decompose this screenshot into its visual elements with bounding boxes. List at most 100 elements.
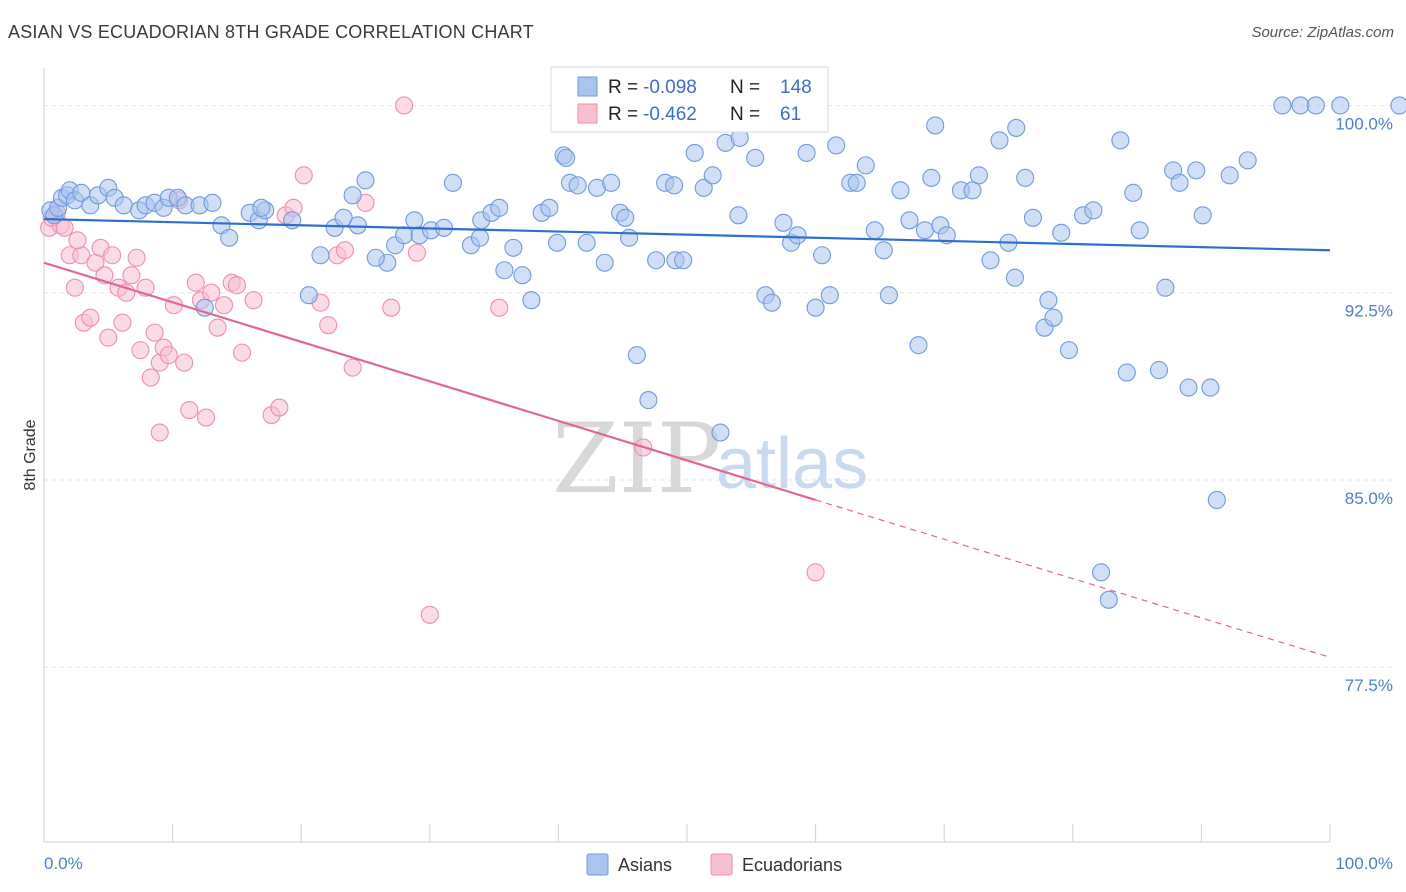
ecuadorian-point [806, 563, 825, 582]
ecuadorian-point [127, 248, 146, 267]
asian-point [1039, 291, 1058, 310]
asian-point [504, 238, 523, 257]
ecuadorian-point [99, 328, 118, 347]
legend-n-label-ecuadorians: N = [730, 104, 760, 125]
asian-point [540, 198, 559, 217]
ecuadorian-point [232, 343, 252, 362]
ecuadorian-point [214, 296, 234, 315]
asian-point [963, 181, 982, 200]
series-legend-label-asians: Asians [618, 855, 672, 875]
axes [43, 68, 1331, 843]
asian-point [879, 286, 898, 305]
asian-point [602, 173, 621, 192]
asian-point [1052, 223, 1071, 242]
asian-point [685, 143, 704, 162]
asian-point [990, 131, 1009, 150]
asian-point [909, 336, 928, 355]
asian-point [405, 211, 424, 230]
asian-point [812, 246, 832, 265]
ecuadorian-point [208, 318, 227, 337]
asian-point [922, 168, 941, 187]
y-tick-label: 85.0% [1345, 489, 1393, 508]
asian-point [806, 298, 825, 317]
ecuadorian-point [81, 308, 100, 327]
y-tick-label: 92.5% [1345, 302, 1393, 321]
asian-point [252, 198, 271, 217]
asian-point [1291, 96, 1310, 115]
asian-point [694, 178, 713, 197]
asian-point [616, 208, 635, 227]
asian-point [1187, 161, 1206, 180]
asian-point [1124, 183, 1143, 202]
ecuadorian-point [122, 266, 141, 285]
asian-point [577, 233, 596, 252]
asian-point [865, 221, 884, 240]
asian-point [495, 261, 514, 280]
asian-point [639, 391, 658, 410]
asian-point [490, 198, 509, 217]
legend-n-label-asians: N = [730, 77, 760, 98]
asian-point [627, 346, 646, 365]
asian-point [1179, 378, 1198, 397]
ecuadorian-point [294, 166, 313, 185]
asian-point [395, 226, 414, 245]
asian-point [856, 156, 875, 175]
asian-point [513, 266, 532, 285]
asian-point [900, 211, 919, 230]
asian-point [874, 241, 893, 260]
ecuadorian-point [113, 313, 132, 332]
asian-point [1306, 96, 1325, 115]
ecuadorian-point [382, 298, 401, 317]
series-legend-swatch-ecuadorians [710, 853, 733, 876]
asian-point [703, 166, 722, 185]
watermark-atlas: atlas [716, 424, 868, 504]
x-tick-label-min: 0.0% [44, 854, 83, 873]
legend-r-label-ecuadorians: R = [608, 104, 638, 125]
ecuadorians-trend-line [43, 261, 816, 501]
ecuadorian-point [150, 423, 169, 442]
asian-point [595, 253, 614, 272]
asian-point [1016, 168, 1035, 187]
y-tick-labels: 100.0% 92.5% 85.0% 77.5% [1335, 114, 1393, 695]
asian-point [522, 291, 541, 310]
asian-point [311, 246, 330, 265]
asian-point [620, 228, 639, 247]
asians-points [41, 96, 1406, 609]
trend-lines [43, 217, 1331, 658]
asian-point [797, 143, 816, 162]
legend-n-value-ecuadorians: 61 [780, 104, 801, 125]
asian-point [788, 226, 807, 245]
asian-point [1390, 96, 1406, 115]
ecuadorian-point [65, 278, 84, 297]
asian-point [969, 166, 988, 185]
asian-point [1149, 361, 1169, 380]
y-tick-label: 100.0% [1335, 114, 1393, 133]
ecuadorians-trend-extension [815, 499, 1331, 658]
asians-trend-line [43, 217, 1331, 252]
asian-point [343, 186, 362, 205]
ecuadorian-point [186, 273, 205, 292]
ecuadorian-point [395, 96, 414, 115]
legend-swatch-ecuadorians [577, 103, 598, 124]
asian-point [937, 226, 956, 245]
asian-point [557, 148, 576, 167]
asian-point [647, 251, 666, 270]
asian-point [774, 213, 793, 232]
asian-point [1117, 363, 1136, 382]
asian-point [443, 173, 462, 192]
watermark: ZIP atlas [552, 403, 868, 515]
series-legend-label-ecuadorians: Ecuadorians [742, 855, 842, 875]
asian-point [1170, 173, 1189, 192]
asian-point [548, 233, 567, 252]
asian-point [746, 148, 765, 167]
legend-n-value-asians: 148 [780, 77, 812, 98]
chart-title: ASIAN VS ECUADORIAN 8TH GRADE CORRELATIO… [8, 22, 534, 42]
asian-point [1023, 208, 1042, 227]
ecuadorian-point [175, 353, 194, 372]
asian-point [729, 206, 748, 225]
asian-point [1331, 96, 1350, 115]
asian-point [1193, 206, 1212, 225]
asian-point [674, 251, 693, 270]
asian-point [762, 293, 781, 312]
asian-point [568, 176, 587, 195]
